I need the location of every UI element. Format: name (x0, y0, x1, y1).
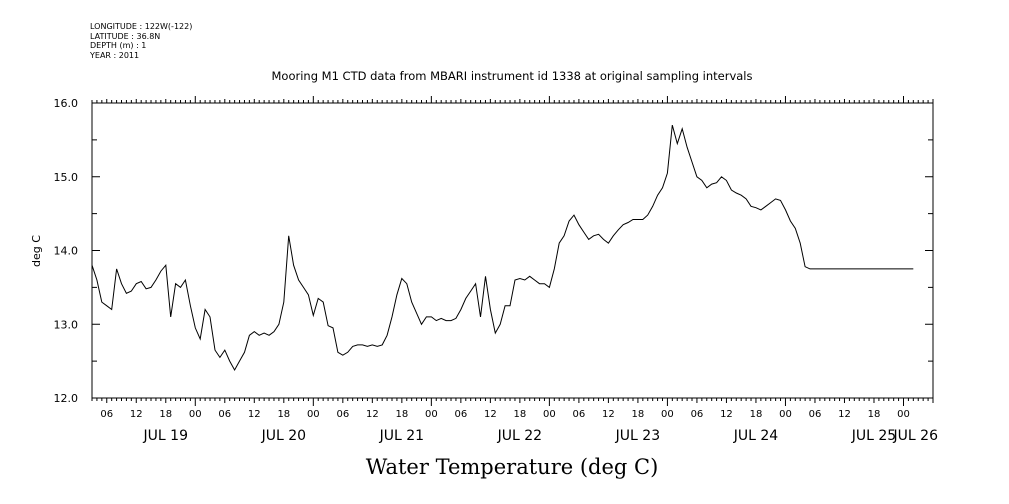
x-hour-label: 06 (100, 409, 113, 420)
x-date-label: JUL 20 (261, 428, 306, 444)
x-hour-label: 00 (307, 409, 320, 420)
x-hour-label: 18 (632, 409, 645, 420)
x-hour-label: 18 (159, 409, 172, 420)
x-hour-label: 00 (779, 409, 792, 420)
x-hour-label: 12 (484, 409, 497, 420)
x-hour-label: 18 (868, 409, 881, 420)
x-date-label: JUL 21 (379, 428, 424, 444)
x-hour-label: 12 (248, 409, 261, 420)
x-hour-label: 12 (130, 409, 143, 420)
x-hour-label: 06 (809, 409, 822, 420)
x-hour-label: 00 (543, 409, 556, 420)
x-axis: 06 12 18 00 06 12 18 00 06 12 18 00 06 12 18 00 06 12 18 00… (91, 96, 939, 444)
x-hour-label: 00 (189, 409, 202, 420)
x-hour-label: 18 (395, 409, 408, 420)
x-hour-label: 06 (454, 409, 467, 420)
y-tick-label: 15.0 (54, 171, 79, 184)
x-hour-label: 00 (897, 409, 910, 420)
x-date-label: JUL 26 (893, 428, 939, 444)
x-date-label: JUL 22 (497, 428, 542, 444)
x-hour-label: 12 (366, 409, 379, 420)
x-hour-label: 06 (218, 409, 231, 420)
x-hour-label: 12 (602, 409, 615, 420)
x-hour-label: 18 (514, 409, 527, 420)
x-date-label: JUL 25 (851, 428, 896, 444)
x-hour-label: 00 (661, 409, 674, 420)
x-axis-label: Water Temperature (deg C) (366, 455, 659, 479)
chart-title: Mooring M1 CTD data from MBARI instrumen… (272, 69, 753, 83)
x-date-label: JUL 24 (733, 428, 779, 444)
year-text: YEAR : 2011 (90, 50, 140, 60)
temperature-line (91, 124, 914, 372)
depth-text: DEPTH (m) : 1 (90, 41, 147, 51)
y-tick-label: 12.0 (54, 392, 79, 405)
x-hour-label: 18 (750, 409, 763, 420)
plot-frame (91, 102, 934, 399)
x-hour-label: 06 (691, 409, 704, 420)
longitude-text: LONGITUDE : 122W(-122) (90, 22, 193, 31)
x-hour-label: 00 (425, 409, 438, 420)
metadata-block: LONGITUDE : 122W(-122) LATITUDE : 36.8N … (90, 22, 192, 60)
x-hour-label: 18 (277, 409, 290, 420)
x-date-label: JUL 19 (143, 428, 188, 444)
y-axis-label: deg C (30, 235, 43, 267)
y-tick-label: 14.0 (54, 245, 79, 258)
latitude-text: LATITUDE : 36.8N (90, 31, 161, 41)
x-date-label: JUL 23 (615, 428, 660, 444)
y-axis: 12.0 13.0 14.0 15.0 16.0 (54, 97, 933, 405)
x-hour-label: 06 (336, 409, 349, 420)
x-hour-label: 06 (573, 409, 586, 420)
x-hour-label: 12 (720, 409, 733, 420)
x-hour-label: 12 (838, 409, 851, 420)
y-tick-label: 13.0 (54, 318, 79, 331)
y-tick-label: 16.0 (54, 97, 79, 110)
